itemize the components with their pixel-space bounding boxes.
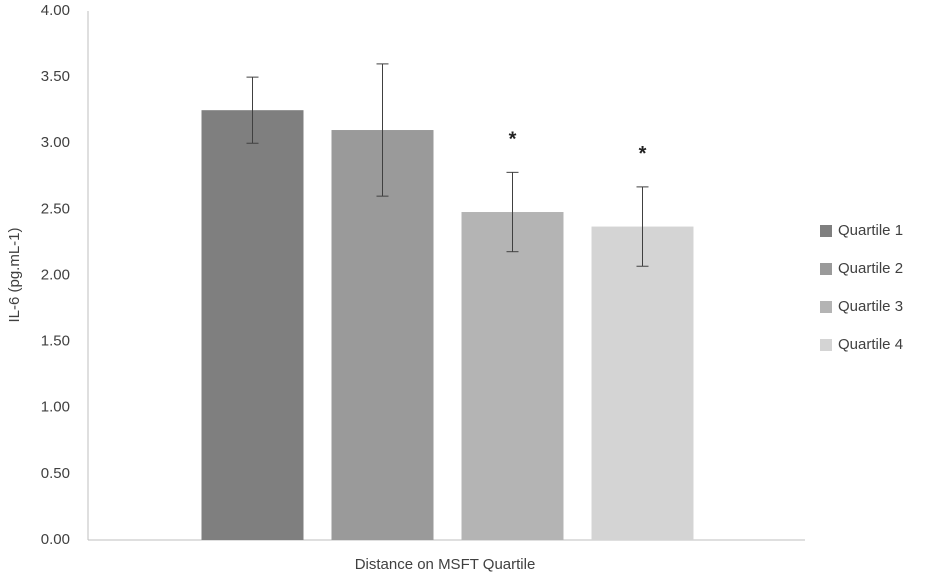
bar — [201, 110, 304, 540]
y-tick-label: 1.50 — [41, 333, 70, 350]
bar — [461, 212, 564, 540]
legend-label: Quartile 1 — [838, 222, 903, 239]
y-tick-label: 0.50 — [41, 465, 70, 482]
legend-swatch — [820, 225, 832, 237]
legend-swatch — [820, 339, 832, 351]
y-tick-label: 2.50 — [41, 200, 70, 217]
legend-label: Quartile 3 — [838, 298, 903, 315]
bar — [591, 226, 694, 540]
legend-swatch — [820, 263, 832, 275]
y-tick-label: 3.50 — [41, 68, 70, 85]
y-tick-label: 1.00 — [41, 399, 70, 416]
error-bar — [376, 63, 389, 197]
error-bar — [246, 76, 259, 144]
legend-swatch — [820, 301, 832, 313]
annotation: * — [639, 143, 647, 165]
legend-label: Quartile 2 — [838, 260, 903, 277]
error-bar — [506, 171, 519, 253]
error-bar — [636, 186, 649, 267]
x-axis-label: Distance on MSFT Quartile — [355, 556, 536, 573]
y-axis-label: IL-6 (pg.mL-1) — [6, 227, 23, 322]
y-tick-label: 3.00 — [41, 134, 70, 151]
annotation: * — [509, 129, 517, 151]
bar — [331, 130, 434, 540]
y-tick-label: 4.00 — [41, 2, 70, 19]
y-tick-label: 0.00 — [41, 531, 70, 548]
legend-label: Quartile 4 — [838, 336, 903, 353]
y-tick-label: 2.00 — [41, 266, 70, 283]
